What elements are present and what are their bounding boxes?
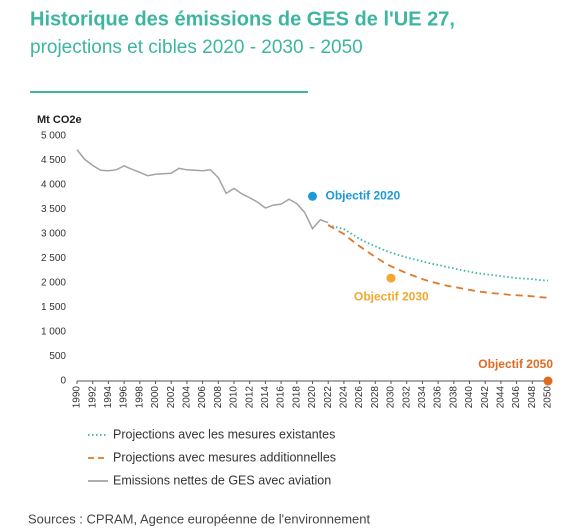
y-tick-label: 5 000: [41, 131, 66, 142]
legend-label: Projections avec les mesures existantes: [113, 427, 335, 441]
x-tick-label: 2026: [354, 386, 365, 409]
y-tick-label: 4 000: [41, 180, 66, 191]
x-tick-label: 2010: [229, 386, 240, 409]
target-point: [386, 273, 396, 283]
x-tick-label: 2024: [339, 386, 350, 409]
y-tick-label: 3 000: [41, 229, 66, 240]
target-label: Objectif 2020: [326, 188, 401, 202]
x-tick-label: 2030: [386, 386, 397, 409]
x-tick-label: 2046: [511, 386, 522, 409]
legend-label: Emissions nettes de GES avec aviation: [113, 473, 331, 487]
x-tick-label: 2022: [323, 386, 334, 409]
series-line: [327, 224, 549, 299]
x-tick-label: 2004: [182, 386, 193, 409]
target-point: [308, 191, 317, 201]
x-tick-label: 2036: [433, 386, 444, 409]
x-tick-label: 2028: [370, 386, 381, 409]
target-point: [543, 376, 553, 386]
x-tick-label: 2044: [496, 386, 507, 409]
x-tick-label: 2018: [291, 386, 302, 409]
x-tick-label: 2000: [150, 386, 161, 409]
x-tick-label: 2008: [213, 386, 224, 409]
y-tick-label: 3 500: [41, 204, 66, 215]
x-tick-label: 2020: [307, 386, 318, 409]
y-tick-label: 1 000: [41, 327, 66, 338]
x-tick-label: 2040: [464, 386, 475, 409]
x-tick-label: 2048: [527, 386, 538, 409]
target-label: Objectif 2030: [354, 289, 429, 303]
x-tick-label: 1996: [119, 386, 130, 409]
legend-label: Projections avec mesures additionnelles: [113, 450, 336, 464]
x-tick-label: 2006: [197, 386, 208, 409]
x-tick-label: 1992: [87, 386, 98, 409]
x-tick-label: 1990: [72, 386, 83, 409]
y-tick-label: 0: [60, 376, 66, 387]
x-tick-label: 2038: [448, 386, 459, 409]
x-tick-label: 2050: [543, 386, 554, 409]
source: Sources : CPRAM, Agence européenne de l'…: [28, 511, 371, 526]
y-tick-label: 1 500: [41, 302, 66, 313]
chart-title: Historique des émissions de GES de l'UE …: [30, 8, 455, 30]
x-tick-label: 1998: [134, 386, 145, 409]
y-tick-label: 4 500: [41, 155, 66, 166]
chart-subtitle: projections et cibles 2020 - 2030 - 2050: [30, 37, 363, 58]
series-line: [327, 224, 549, 282]
target-label: Objectif 2050: [478, 357, 553, 371]
y-axis-label: Mt CO2e: [37, 114, 82, 126]
x-tick-label: 2012: [244, 386, 255, 409]
x-tick-label: 2016: [276, 386, 287, 409]
series-line: [76, 149, 329, 230]
y-tick-label: 2 000: [41, 278, 66, 289]
x-tick-label: 1994: [103, 386, 114, 409]
x-tick-label: 2014: [260, 386, 271, 409]
y-tick-label: 500: [49, 351, 66, 362]
x-tick-label: 2032: [401, 386, 412, 409]
x-tick-label: 2042: [480, 386, 491, 409]
x-tick-label: 2034: [417, 386, 428, 409]
x-tick-label: 2002: [166, 386, 177, 409]
y-tick-label: 2 500: [41, 253, 66, 264]
